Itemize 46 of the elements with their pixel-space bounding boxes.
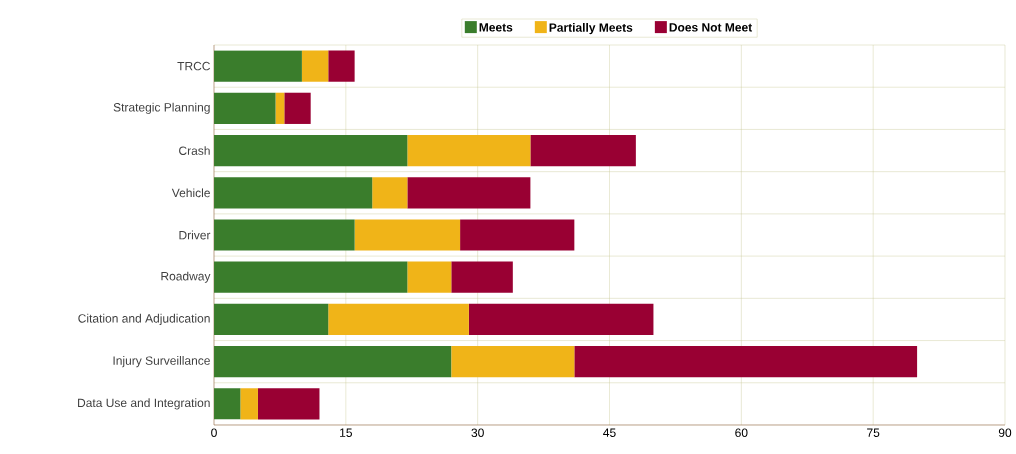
bar bbox=[460, 219, 575, 251]
y-tick-label: Citation and Adjudication bbox=[78, 313, 210, 326]
bar bbox=[372, 177, 408, 209]
y-tick-label: Vehicle bbox=[171, 188, 210, 198]
bar bbox=[354, 219, 461, 251]
x-tick-label: 30 bbox=[471, 428, 484, 438]
x-tick-label: 0 bbox=[211, 428, 217, 438]
x-tick-label: 75 bbox=[867, 428, 880, 437]
y-tick-label: Strategic Planning bbox=[113, 102, 210, 114]
bar bbox=[468, 303, 654, 336]
bar bbox=[214, 261, 408, 293]
bar bbox=[284, 92, 311, 124]
bar bbox=[214, 346, 452, 378]
y-tick-label: TRCC bbox=[177, 61, 211, 71]
legend-label: Partially Meets bbox=[549, 23, 633, 35]
bar bbox=[214, 219, 355, 251]
bar bbox=[301, 50, 329, 82]
x-tick-label: 60 bbox=[735, 428, 748, 438]
bar bbox=[214, 303, 329, 336]
bar bbox=[574, 346, 918, 378]
x-tick-label: 15 bbox=[340, 428, 352, 437]
bar bbox=[214, 92, 276, 124]
legend-label: Does Not Meet bbox=[669, 23, 753, 32]
y-tick-label: Crash bbox=[179, 146, 210, 155]
bar bbox=[257, 388, 320, 420]
bar bbox=[214, 177, 373, 209]
bar bbox=[214, 134, 408, 167]
x-tick-label: 90 bbox=[998, 428, 1012, 438]
bar bbox=[240, 388, 258, 420]
bar bbox=[407, 261, 452, 293]
y-tick-label: Roadway bbox=[161, 271, 211, 283]
bar bbox=[451, 261, 513, 293]
bar bbox=[214, 50, 302, 82]
bar bbox=[451, 346, 575, 378]
legend-label: Meets bbox=[479, 23, 513, 32]
bar bbox=[328, 303, 469, 336]
y-tick-label: Data Use and Integration bbox=[78, 398, 210, 410]
y-tick-label: Driver bbox=[179, 230, 211, 240]
bar bbox=[275, 92, 285, 124]
y-tick-label: Injury Surveillance bbox=[113, 356, 210, 368]
x-tick-label: 45 bbox=[603, 428, 616, 437]
bar bbox=[407, 134, 531, 167]
bar bbox=[214, 388, 241, 420]
bar bbox=[328, 50, 355, 82]
bar bbox=[407, 177, 531, 209]
bar bbox=[530, 134, 636, 167]
